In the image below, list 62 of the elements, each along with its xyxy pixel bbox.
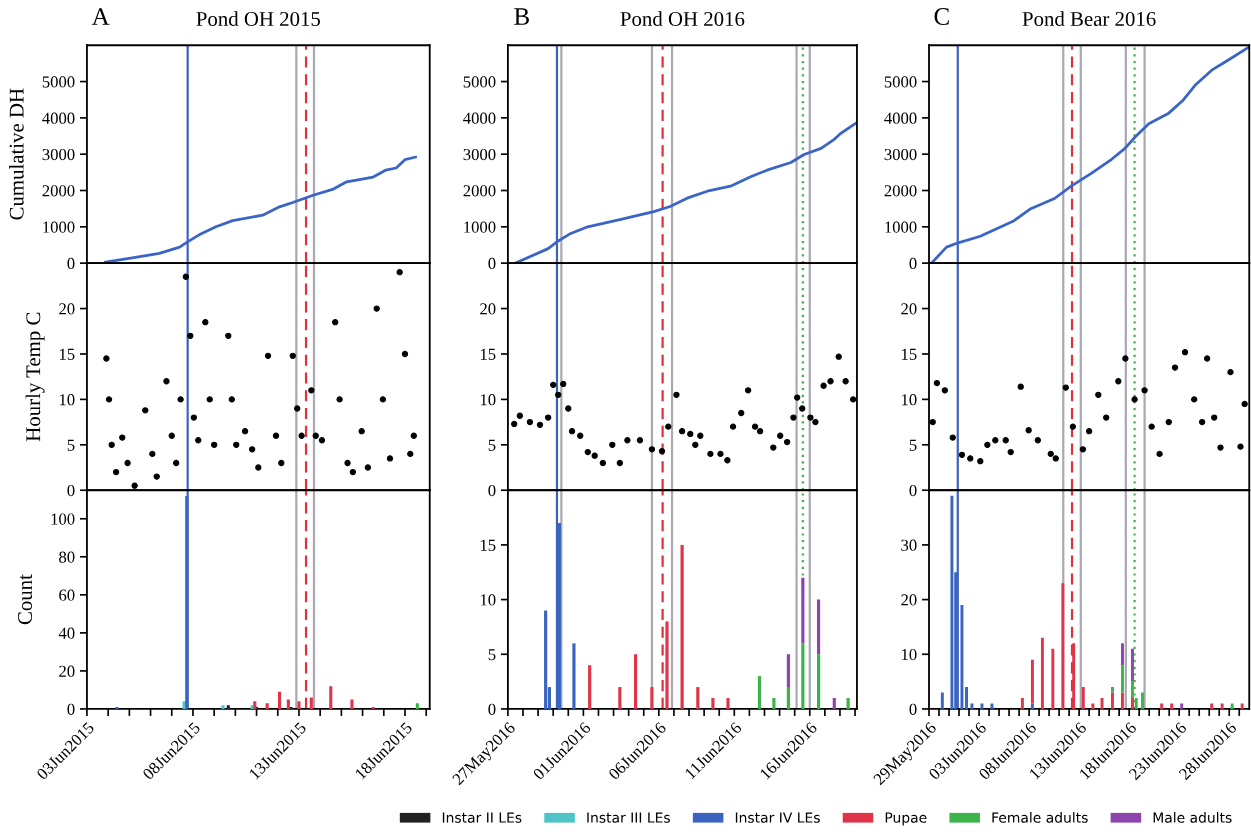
y-tick-label: 100 bbox=[51, 513, 75, 525]
y-tick-label: 0 bbox=[67, 257, 75, 270]
y-tick-label: 0 bbox=[67, 703, 75, 715]
y-tick-label: 80 bbox=[59, 551, 75, 563]
legend-label: Instar III LEs bbox=[587, 812, 670, 823]
chart-title: Pond OH 2015 bbox=[196, 11, 321, 27]
y-tick-label: 15 bbox=[480, 348, 496, 360]
y-tick-label: 5 bbox=[488, 649, 496, 661]
y-tick-label: 5000 bbox=[42, 76, 75, 88]
y-tick-label: 60 bbox=[59, 589, 75, 601]
y-tick-label: 20 bbox=[901, 594, 917, 606]
y-tick-label: 0 bbox=[909, 703, 917, 715]
text: C bbox=[934, 8, 949, 25]
y-tick-label: 30 bbox=[901, 539, 917, 551]
y-tick-label: 0 bbox=[909, 484, 917, 497]
y-tick-label: 1000 bbox=[464, 221, 496, 233]
y-tick-label: 4000 bbox=[42, 112, 75, 124]
chart-title: Pond Bear 2016 bbox=[1022, 11, 1156, 27]
y-tick-label: 0 bbox=[488, 484, 496, 497]
y-tick-label: 2000 bbox=[42, 185, 75, 197]
y-tick-label: 10 bbox=[59, 394, 75, 406]
y-tick-label: 10 bbox=[480, 594, 496, 606]
y-tick-label: 4000 bbox=[884, 112, 917, 124]
y-tick-label: 1000 bbox=[885, 221, 917, 233]
y-tick-label: 0 bbox=[488, 257, 496, 270]
y-axis-title: Cumulative DH bbox=[9, 88, 24, 220]
y-tick-label: 3000 bbox=[463, 148, 496, 161]
y-tick-label: 0 bbox=[67, 484, 75, 497]
text: A bbox=[91, 8, 110, 25]
y-tick-label: 20 bbox=[901, 303, 917, 315]
y-tick-label: 5 bbox=[67, 439, 75, 451]
y-tick-label: 5000 bbox=[884, 76, 917, 88]
legend-label: Instar IV LEs bbox=[735, 812, 820, 823]
y-tick-label: 10 bbox=[901, 648, 917, 661]
chart-title: Pond OH 2016 bbox=[620, 11, 745, 27]
legend-label: Male adults bbox=[1153, 812, 1232, 823]
y-tick-label: 3000 bbox=[42, 148, 75, 161]
y-tick-label: 20 bbox=[59, 665, 75, 677]
y-tick-label: 5 bbox=[909, 439, 917, 451]
y-tick-label: 5 bbox=[488, 439, 496, 451]
y-axis-title: Hourly Temp C bbox=[25, 312, 45, 442]
y-tick-label: 4000 bbox=[463, 112, 496, 124]
y-tick-label: 20 bbox=[59, 303, 75, 315]
y-tick-label: 10 bbox=[480, 394, 496, 406]
y-tick-label: 2000 bbox=[463, 185, 496, 197]
legend-label: Instar II LEs bbox=[442, 812, 522, 823]
y-axis-title: Count bbox=[18, 574, 33, 625]
y-tick-label: 5000 bbox=[463, 76, 496, 88]
y-tick-label: 0 bbox=[909, 257, 917, 270]
y-tick-label: 1000 bbox=[43, 221, 75, 233]
text: B bbox=[514, 8, 529, 25]
y-tick-label: 15 bbox=[480, 539, 496, 551]
y-tick-label: 15 bbox=[901, 348, 917, 360]
y-tick-label: 0 bbox=[488, 703, 496, 715]
y-tick-label: 40 bbox=[58, 627, 75, 639]
y-tick-label: 20 bbox=[480, 303, 496, 315]
legend-label: Female adults bbox=[992, 812, 1088, 823]
y-tick-label: 3000 bbox=[884, 148, 917, 161]
y-tick-label: 10 bbox=[901, 394, 917, 406]
y-tick-label: 15 bbox=[59, 348, 75, 360]
y-tick-label: 2000 bbox=[884, 185, 917, 197]
legend-label: Pupae bbox=[885, 812, 927, 826]
